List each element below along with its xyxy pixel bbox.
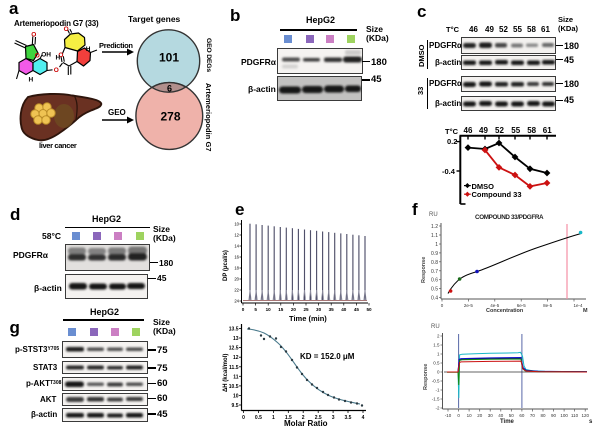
svg-text:0.6: 0.6: [431, 278, 438, 284]
svg-text:20: 20: [291, 307, 297, 312]
svg-text:24: 24: [234, 299, 239, 304]
svg-text:1: 1: [437, 352, 440, 357]
svg-text:14: 14: [234, 244, 239, 249]
svg-text:2e-5: 2e-5: [464, 303, 474, 308]
svg-text:5: 5: [254, 307, 257, 312]
svg-text:H: H: [86, 46, 91, 53]
svg-text:OH: OH: [41, 52, 51, 59]
svg-text:12: 12: [233, 355, 239, 361]
svg-text:11: 11: [233, 374, 239, 380]
svg-text:30: 30: [316, 307, 322, 312]
svg-text:70: 70: [530, 413, 536, 418]
svg-text:13.5: 13.5: [229, 327, 239, 333]
svg-text:1.2: 1.2: [431, 224, 438, 230]
svg-text:40: 40: [498, 413, 504, 418]
svg-text:110: 110: [571, 413, 579, 418]
svg-text:2.5: 2.5: [315, 415, 322, 421]
svg-text:0.5: 0.5: [433, 361, 440, 366]
svg-text:O: O: [58, 52, 63, 59]
svg-text:40: 40: [341, 307, 347, 312]
svg-text:1.1: 1.1: [431, 233, 438, 239]
svg-text:0.8: 0.8: [431, 260, 438, 266]
svg-text:100: 100: [560, 413, 568, 418]
svg-text:O: O: [31, 32, 36, 39]
svg-text:O: O: [54, 67, 59, 74]
svg-text:9.5: 9.5: [232, 403, 239, 409]
svg-text:-1.5: -1.5: [432, 397, 440, 402]
svg-text:-0.5: -0.5: [432, 379, 440, 384]
svg-text:12: 12: [234, 233, 239, 238]
svg-text:-2: -2: [435, 406, 439, 411]
svg-text:10.5: 10.5: [229, 384, 239, 390]
svg-text:0.5: 0.5: [255, 415, 262, 421]
svg-text:35: 35: [329, 307, 335, 312]
svg-text:1.5: 1.5: [285, 415, 292, 421]
svg-text:8e-5: 8e-5: [543, 303, 553, 308]
svg-text:12.5: 12.5: [229, 346, 239, 352]
svg-text:101: 101: [159, 51, 179, 65]
svg-text:6: 6: [167, 84, 172, 94]
svg-text:11.5: 11.5: [229, 365, 239, 371]
svg-text:13: 13: [233, 336, 239, 342]
svg-text:-1: -1: [435, 388, 439, 393]
svg-text:0.5: 0.5: [431, 287, 438, 293]
svg-text:50: 50: [366, 307, 372, 312]
svg-text:15: 15: [278, 307, 284, 312]
svg-text:25: 25: [303, 307, 309, 312]
svg-text:1.5: 1.5: [433, 343, 440, 348]
svg-text:H: H: [29, 77, 34, 84]
svg-text:O: O: [35, 52, 40, 59]
svg-text:0.4: 0.4: [431, 296, 438, 302]
svg-text:0: 0: [441, 303, 444, 308]
svg-text:1: 1: [435, 242, 438, 248]
svg-text:45: 45: [354, 307, 360, 312]
svg-text:2: 2: [302, 415, 305, 421]
svg-text:H: H: [56, 55, 61, 62]
svg-text:20: 20: [477, 413, 483, 418]
svg-text:4e-5: 4e-5: [490, 303, 500, 308]
svg-text:22: 22: [234, 288, 239, 293]
svg-text:O: O: [64, 26, 69, 33]
svg-text:10: 10: [233, 394, 239, 400]
svg-text:3.5: 3.5: [345, 415, 352, 421]
svg-text:50: 50: [509, 413, 515, 418]
svg-text:20: 20: [234, 277, 239, 282]
svg-text:2: 2: [437, 334, 440, 339]
svg-text:120: 120: [581, 413, 589, 418]
svg-text:0: 0: [457, 413, 460, 418]
svg-text:0.9: 0.9: [431, 251, 438, 257]
svg-text:1: 1: [272, 415, 275, 421]
svg-text:18: 18: [234, 266, 239, 271]
svg-text:0: 0: [437, 370, 440, 375]
svg-text:0.7: 0.7: [431, 269, 438, 275]
svg-text:10: 10: [467, 413, 473, 418]
svg-text:10: 10: [234, 222, 239, 227]
svg-text:80: 80: [540, 413, 546, 418]
svg-text:278: 278: [160, 110, 180, 124]
svg-text:16: 16: [234, 255, 239, 260]
svg-text:-10: -10: [445, 413, 452, 418]
svg-text:60: 60: [519, 413, 525, 418]
svg-text:10: 10: [266, 307, 272, 312]
svg-text:6e-5: 6e-5: [517, 303, 527, 308]
svg-text:30: 30: [488, 413, 494, 418]
svg-text:0: 0: [242, 415, 245, 421]
svg-text:0: 0: [242, 307, 245, 312]
svg-text:4: 4: [362, 415, 365, 421]
svg-text:1e-4: 1e-4: [573, 303, 583, 308]
svg-text:90: 90: [551, 413, 557, 418]
svg-text:3: 3: [332, 415, 335, 421]
